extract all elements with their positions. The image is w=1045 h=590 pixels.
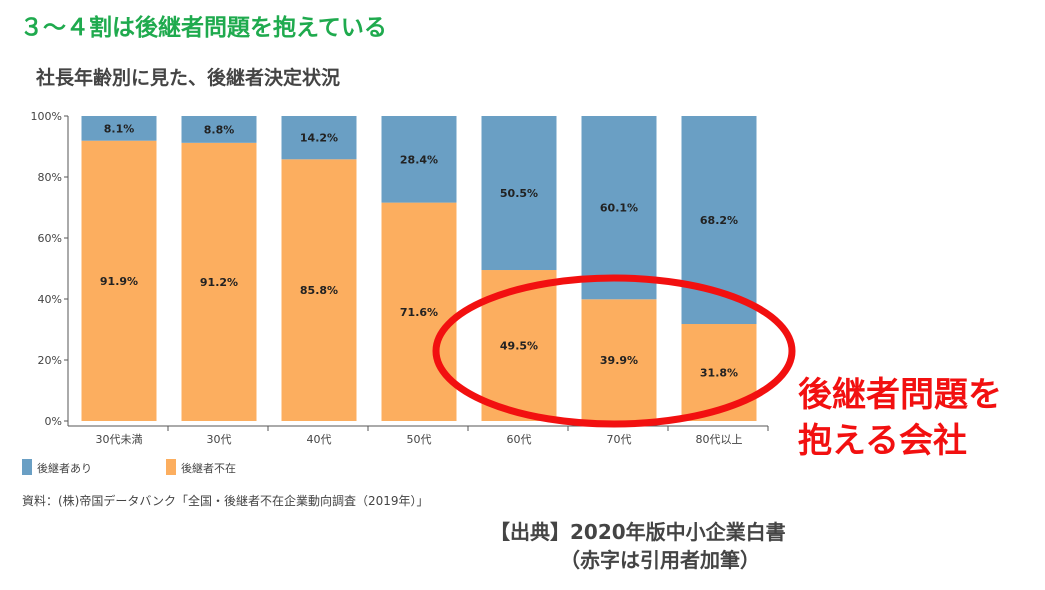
legend-swatch-has-successor bbox=[22, 459, 32, 475]
x-tick-label: 30代未満 bbox=[96, 433, 143, 446]
source-note: 資料：(株)帝国データバンク「全国・後継者不在企業動向調査（2019年）」 bbox=[22, 494, 429, 508]
bar-no-successor bbox=[381, 202, 457, 421]
bar-has-successor bbox=[381, 116, 457, 203]
data-label-has-successor: 68.2% bbox=[700, 214, 738, 227]
y-tick-label: 80% bbox=[38, 171, 62, 184]
data-label-has-successor: 28.4% bbox=[400, 153, 438, 166]
data-label-no-successor: 39.9% bbox=[600, 354, 638, 367]
data-label-no-successor: 91.9% bbox=[100, 275, 138, 288]
y-tick-label: 40% bbox=[38, 293, 62, 306]
annotation-line1: 後継者問題を bbox=[798, 375, 1002, 415]
annotation-line2: 抱える会社 bbox=[798, 421, 967, 461]
bar-has-successor bbox=[481, 116, 557, 271]
highlight-ellipse bbox=[432, 274, 796, 428]
data-label-no-successor: 71.6% bbox=[400, 306, 438, 319]
x-tick-label: 60代 bbox=[507, 433, 532, 446]
x-tick-label: 50代 bbox=[407, 433, 432, 446]
data-label-has-successor: 60.1% bbox=[600, 202, 638, 215]
bar-no-successor bbox=[681, 324, 757, 421]
legend-label-has-successor: 後継者あり bbox=[37, 461, 92, 475]
x-tick-label: 40代 bbox=[307, 433, 332, 446]
legend-label-no-successor: 後継者不在 bbox=[181, 461, 236, 475]
chart-title: 社長年齢別に見た、後継者決定状況 bbox=[36, 67, 341, 89]
bar-no-successor bbox=[281, 159, 357, 421]
citation-line2: （赤字は引用者加筆） bbox=[560, 548, 760, 572]
bar-no-successor bbox=[581, 299, 657, 421]
bar-has-successor bbox=[281, 116, 357, 160]
data-label-no-successor: 49.5% bbox=[500, 340, 538, 353]
data-label-has-successor: 50.5% bbox=[500, 187, 538, 200]
bar-no-successor bbox=[181, 142, 257, 421]
citation-line1: 【出典】2020年版中小企業白書 bbox=[490, 520, 786, 544]
y-tick-label: 60% bbox=[38, 232, 62, 245]
bar-has-successor bbox=[581, 116, 657, 300]
legend-swatch-no-successor bbox=[166, 459, 176, 475]
data-label-no-successor: 31.8% bbox=[700, 367, 738, 380]
data-label-no-successor: 85.8% bbox=[300, 284, 338, 297]
data-label-has-successor: 8.1% bbox=[104, 122, 135, 135]
annotation-text: 後継者問題を 抱える会社 bbox=[798, 372, 1038, 464]
y-tick-label: 0% bbox=[45, 415, 62, 428]
headline: ３～４割は後継者問題を抱えている bbox=[20, 15, 387, 41]
x-tick-label: 70代 bbox=[607, 433, 632, 446]
data-label-no-successor: 91.2% bbox=[200, 276, 238, 289]
bar-has-successor bbox=[181, 116, 257, 143]
bar-no-successor bbox=[81, 140, 157, 421]
y-tick-label: 100% bbox=[31, 110, 62, 123]
data-label-has-successor: 8.8% bbox=[204, 123, 235, 136]
x-tick-label: 30代 bbox=[207, 433, 232, 446]
bar-has-successor bbox=[81, 116, 157, 141]
y-tick-label: 20% bbox=[38, 354, 62, 367]
data-label-has-successor: 14.2% bbox=[300, 132, 338, 145]
x-tick-label: 80代以上 bbox=[696, 433, 743, 446]
